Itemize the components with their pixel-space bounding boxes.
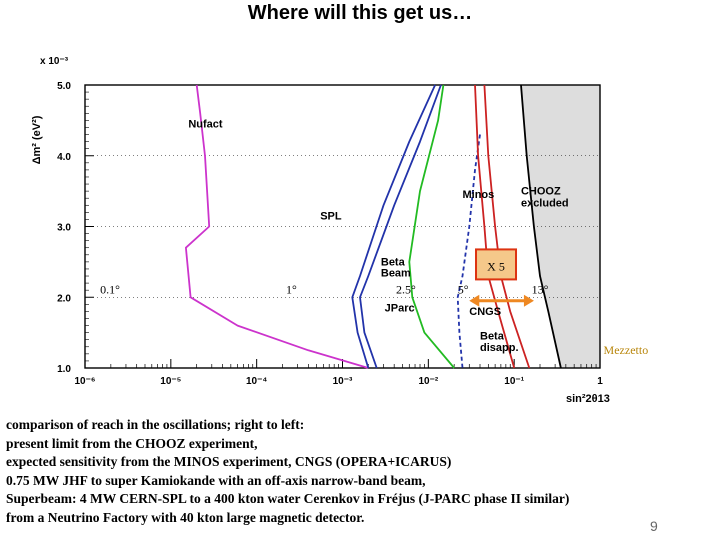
curve-label-8: CNGS bbox=[469, 306, 501, 318]
y-tick-label-1: 2.0 bbox=[57, 293, 71, 304]
y-axis-label: Δm² (eV²) bbox=[31, 115, 43, 164]
plot-frame bbox=[84, 84, 601, 369]
y-tick-label-4: 5.0 bbox=[57, 81, 71, 92]
slide-title: Where will this get us… bbox=[247, 2, 473, 24]
curve-chooz-excluded bbox=[520, 84, 562, 369]
x-tick-label-2: 10⁻⁴ bbox=[246, 376, 267, 387]
range-arrow-left-head bbox=[469, 294, 480, 307]
x-tick-label-6: 1 bbox=[597, 376, 603, 387]
angle-marker-2: 2.5° bbox=[396, 283, 416, 297]
range-arrow-right-head bbox=[523, 294, 534, 307]
y-tick-label-3: 4.0 bbox=[57, 152, 71, 163]
curve-spl bbox=[351, 84, 436, 369]
curve-label-3: Beam bbox=[381, 268, 411, 280]
angle-marker-3: 5° bbox=[458, 283, 469, 297]
x-tick-label-4: 10⁻² bbox=[418, 376, 438, 387]
angle-marker-1: 1° bbox=[286, 283, 297, 297]
sensitivity-chart: 10⁻⁶ 10⁻⁵ 10⁻⁴ 10⁻³ 10⁻² 10⁻¹ 1 1.0 2.0 3.0 4.0 5.0… bbox=[31, 56, 649, 405]
curve-label-4: JParc bbox=[385, 302, 415, 314]
angle-marker-4: 13° bbox=[532, 283, 549, 297]
x-axis-label: sin²2θ13 bbox=[566, 393, 610, 405]
chooz-excluded-region bbox=[520, 85, 600, 368]
y-tick-label-2: 3.0 bbox=[57, 223, 71, 234]
caption-line-3: expected sensitivity from the MINOS expe… bbox=[6, 454, 452, 469]
caption: comparison of reach in the oscillations;… bbox=[6, 416, 706, 527]
author-annotation: Mezzetto bbox=[604, 343, 649, 357]
curve-beta-disapp bbox=[456, 134, 481, 369]
y-tick-label-0: 1.0 bbox=[57, 364, 71, 375]
angle-marker-0: 0.1° bbox=[100, 283, 120, 297]
factor-box-label: X 5 bbox=[487, 259, 505, 273]
curve-label-9: Beta bbox=[480, 331, 505, 343]
curve-beta-beam bbox=[359, 84, 442, 369]
curve-jparc bbox=[408, 84, 455, 369]
curve-label-2: Beta bbox=[381, 256, 406, 268]
page-number: 9 bbox=[650, 518, 658, 534]
x-tick-label-3: 10⁻³ bbox=[333, 376, 353, 387]
curve-label-1: SPL bbox=[320, 210, 342, 222]
caption-line-5: Superbeam: 4 MW CERN-SPL to a 400 kton w… bbox=[6, 491, 570, 506]
curve-label-0: Nufact bbox=[188, 118, 223, 130]
curve-minos bbox=[483, 84, 531, 369]
x-tick-label-0: 10⁻⁶ bbox=[74, 376, 95, 387]
caption-line-1: comparison of reach in the oscillations;… bbox=[6, 417, 305, 432]
caption-line-6: from a Neutrino Factory with 40 kton lar… bbox=[6, 509, 365, 525]
caption-line-2: present limit from the CHOOZ experiment, bbox=[6, 435, 258, 451]
curve-label-5: Minos bbox=[462, 189, 494, 201]
curve-nufact bbox=[185, 84, 369, 369]
x-tick-label-5: 10⁻¹ bbox=[504, 376, 524, 387]
curve-label-7: excluded bbox=[521, 198, 569, 210]
x-tick-label-1: 10⁻⁵ bbox=[160, 376, 181, 387]
curve-label-6: CHOOZ bbox=[521, 186, 561, 198]
caption-line-4: 0.75 MW JHF to super Kamiokande with an … bbox=[6, 472, 426, 488]
factor-box bbox=[475, 248, 518, 281]
y-multiplier: x 10⁻³ bbox=[40, 56, 69, 67]
curve-label-10: disapp. bbox=[480, 342, 519, 354]
